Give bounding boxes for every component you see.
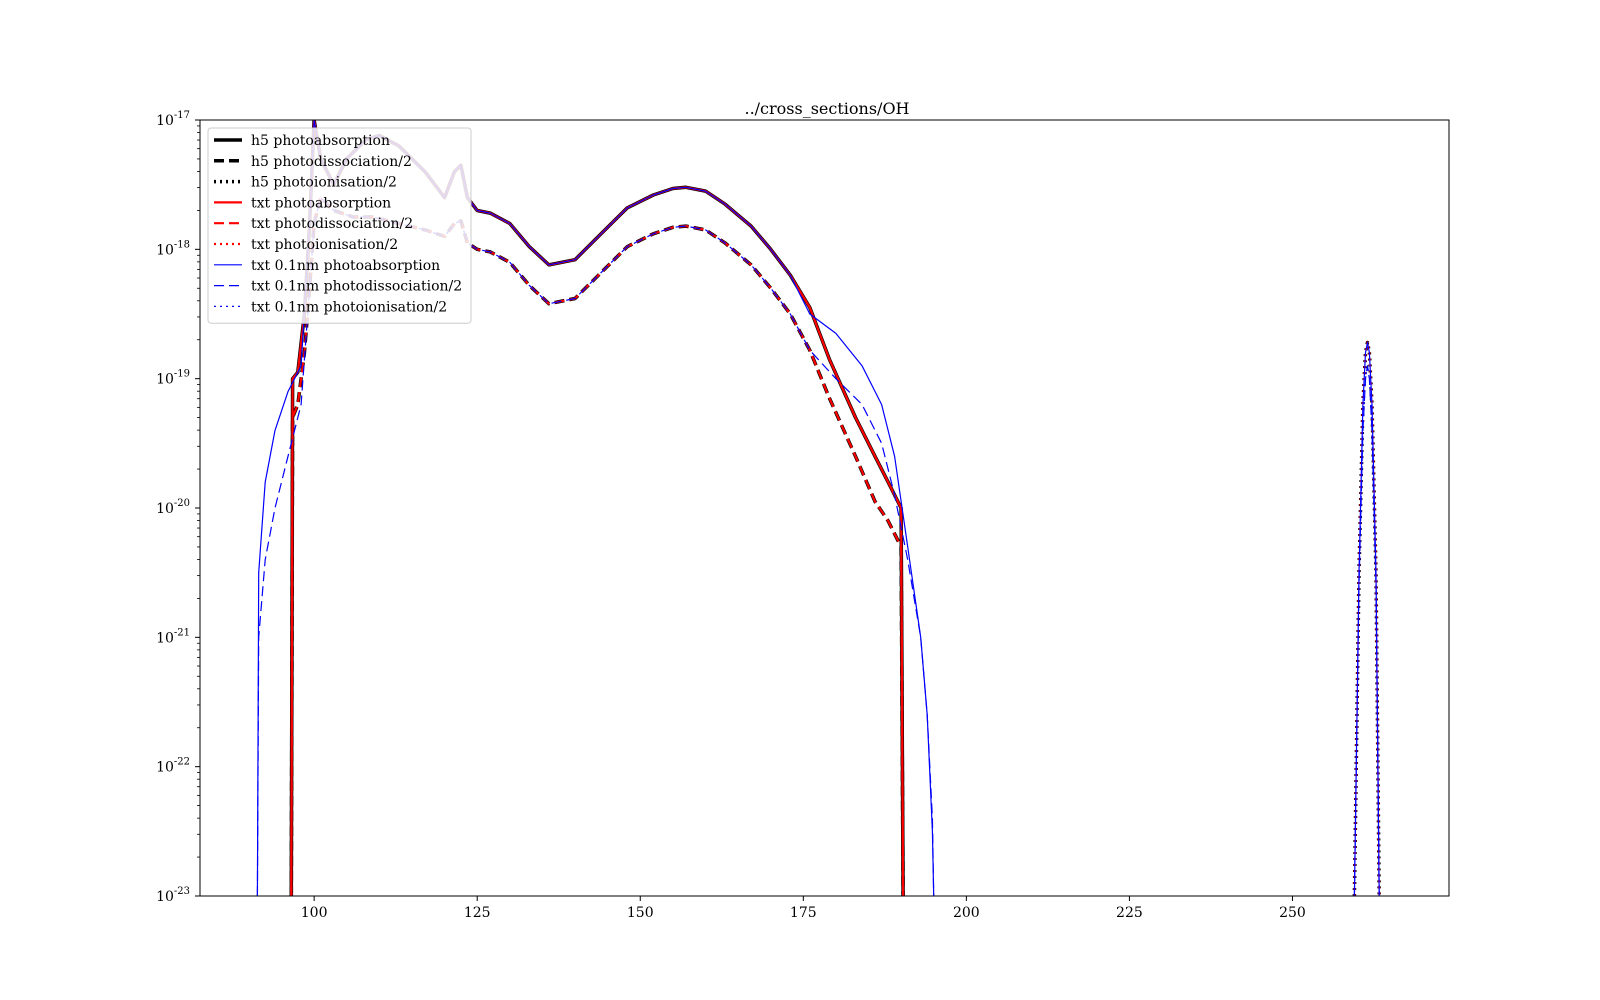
x-tick-label: 200: [953, 905, 980, 921]
plot-frame: [199, 119, 1450, 897]
y-tick-label: 10-18: [156, 239, 190, 258]
y-tick-label: 10-19: [156, 369, 190, 388]
chart-title: ../cross_sections/OH: [744, 99, 909, 118]
legend-label: h5 photoabsorption: [251, 133, 390, 149]
legend-label: txt photoabsorption: [251, 195, 391, 211]
y-tick-exponent: -23: [174, 886, 190, 897]
legend-label: txt 0.1nm photodissociation/2: [251, 279, 462, 295]
x-tick-label: 150: [627, 905, 654, 921]
legend-label: txt photodissociation/2: [251, 216, 413, 232]
legend-label: h5 photoionisation/2: [251, 175, 397, 191]
y-tick-label: 10-23: [156, 886, 190, 905]
y-tick-label: 10-21: [156, 627, 190, 646]
legend-label: txt 0.1nm photoabsorption: [251, 258, 440, 274]
y-tick-exponent: -17: [174, 110, 190, 121]
y-tick-base: 10: [156, 242, 174, 258]
y-tick-label: 10-22: [156, 757, 190, 776]
y-tick-exponent: -19: [174, 369, 190, 380]
y-tick-label: 10-17: [156, 110, 190, 129]
y-tick-base: 10: [156, 501, 174, 517]
y-tick-base: 10: [156, 630, 174, 646]
x-axis: 100 125 150 175 200 225 250: [301, 896, 1306, 921]
x-tick-label: 250: [1279, 905, 1306, 921]
x-tick-label: 100: [301, 905, 328, 921]
y-tick-exponent: -22: [174, 757, 190, 768]
y-tick-base: 10: [156, 113, 174, 129]
y-tick-label: 10-20: [156, 498, 190, 517]
y-tick-exponent: -21: [174, 627, 190, 638]
legend-label: txt photoionisation/2: [251, 237, 398, 253]
y-tick-base: 10: [156, 889, 174, 905]
legend-label: h5 photodissociation/2: [251, 154, 412, 170]
y-tick-exponent: -18: [174, 239, 190, 250]
legend-label: txt 0.1nm photoionisation/2: [251, 299, 447, 315]
y-tick-base: 10: [156, 760, 174, 776]
x-tick-label: 225: [1116, 905, 1143, 921]
legend: h5 photoabsorption h5 photodissociation/2…: [207, 127, 472, 324]
y-tick-base: 10: [156, 372, 174, 388]
x-tick-label: 175: [790, 905, 817, 921]
x-tick-label: 125: [464, 905, 491, 921]
legend-box: [207, 127, 472, 324]
y-tick-exponent: -20: [174, 498, 190, 509]
